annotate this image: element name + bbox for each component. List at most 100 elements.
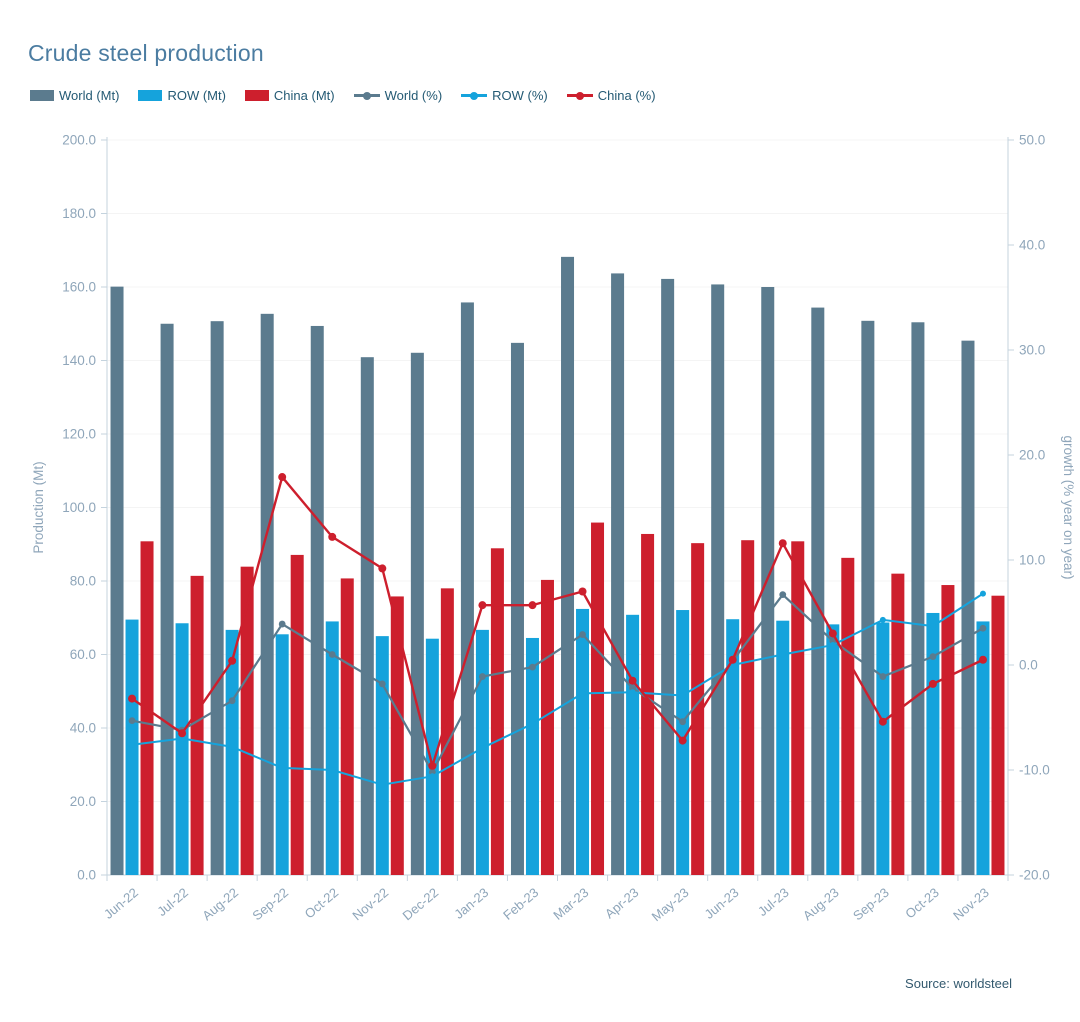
marker-world-oct-22 bbox=[328, 651, 336, 658]
bar-row-mt-jan-23 bbox=[475, 629, 489, 875]
line-swatch-icon bbox=[353, 91, 380, 100]
left-axis-tick-label: 200.0 bbox=[62, 133, 96, 148]
x-axis-category-label: Dec-22 bbox=[400, 885, 442, 923]
marker-china-aug-22 bbox=[228, 656, 237, 665]
bar-world-mt-jan-23 bbox=[460, 302, 474, 875]
legend-label: ROW (Mt) bbox=[167, 88, 226, 103]
marker-row-may-23 bbox=[679, 692, 686, 699]
marker-world-apr-23 bbox=[629, 684, 636, 692]
marker-row-nov-22 bbox=[379, 781, 386, 788]
x-axis-category-label: Oct-23 bbox=[902, 885, 942, 922]
x-axis-category-label: Aug-23 bbox=[800, 885, 842, 923]
left-axis-tick-label: 20.0 bbox=[70, 794, 96, 809]
grid-lines bbox=[107, 139, 1008, 802]
x-axis-category-label: May-23 bbox=[649, 885, 692, 924]
legend-label: China (Mt) bbox=[273, 88, 335, 103]
marker-world-may-23 bbox=[679, 718, 687, 726]
bar-china-mt-jul-22 bbox=[190, 575, 204, 875]
marker-world-mar-23 bbox=[579, 631, 586, 638]
bar-world-mt-sep-22 bbox=[260, 313, 274, 875]
left-axis-tick-label: 160.0 bbox=[62, 280, 96, 295]
bar-swatch-icon bbox=[30, 90, 54, 101]
x-axis-category-label: Nov-22 bbox=[349, 885, 391, 923]
bar-world-mt-may-23 bbox=[661, 278, 675, 875]
left-axis-tick-label: 80.0 bbox=[70, 574, 96, 589]
marker-row-sep-22 bbox=[279, 764, 286, 771]
legend-item-row-mt[interactable]: ROW (Mt) bbox=[138, 88, 226, 103]
bar-china-mt-jul-23 bbox=[791, 541, 805, 875]
bar-china-mt-nov-23 bbox=[991, 595, 1005, 875]
line-series-world bbox=[128, 591, 987, 776]
marker-row-jul-22 bbox=[179, 735, 186, 742]
bar-world-mt-mar-23 bbox=[561, 256, 575, 875]
line-series-row bbox=[129, 590, 986, 788]
legend-item-china[interactable]: China (%) bbox=[566, 88, 656, 103]
bar-china-mt-oct-23 bbox=[941, 585, 955, 875]
bar-row-mt-jul-22 bbox=[175, 623, 189, 875]
bar-row-mt-apr-23 bbox=[626, 614, 640, 875]
bar-china-mt-dec-22 bbox=[440, 588, 454, 875]
bar-china-mt-oct-22 bbox=[340, 578, 354, 875]
marker-row-oct-22 bbox=[329, 767, 336, 773]
marker-china-apr-23 bbox=[628, 676, 637, 685]
marker-china-jun-23 bbox=[728, 655, 737, 664]
x-axis-category-label: Jul-23 bbox=[755, 885, 792, 919]
legend-item-world-mt[interactable]: World (Mt) bbox=[30, 88, 119, 103]
marker-china-mar-23 bbox=[578, 587, 587, 596]
bar-series-china-mt bbox=[140, 522, 1005, 875]
x-axis-category-label: Feb-23 bbox=[500, 885, 541, 923]
marker-row-apr-23 bbox=[629, 689, 636, 696]
source-note: Source: worldsteel bbox=[905, 976, 1012, 991]
legend-label: ROW (%) bbox=[492, 88, 548, 103]
x-axis-category-label: Oct-22 bbox=[302, 885, 342, 922]
bar-china-mt-aug-23 bbox=[841, 557, 855, 875]
bar-world-mt-apr-23 bbox=[611, 273, 625, 876]
marker-world-nov-23 bbox=[979, 624, 987, 632]
marker-row-jan-23 bbox=[479, 744, 486, 751]
bar-series-row-mt bbox=[125, 608, 990, 875]
marker-row-oct-23 bbox=[929, 623, 936, 630]
bar-row-mt-nov-23 bbox=[976, 621, 990, 875]
marker-world-oct-23 bbox=[929, 653, 937, 660]
legend-item-china-mt[interactable]: China (Mt) bbox=[244, 88, 335, 103]
marker-china-nov-23 bbox=[978, 655, 987, 664]
legend-item-world[interactable]: World (%) bbox=[353, 88, 442, 103]
marker-china-may-23 bbox=[678, 736, 687, 745]
bar-china-mt-nov-22 bbox=[390, 596, 404, 875]
bar-world-mt-jun-22 bbox=[110, 286, 124, 875]
marker-world-nov-22 bbox=[378, 680, 386, 688]
bar-row-mt-dec-22 bbox=[425, 638, 439, 875]
x-axis-category-label: Jun-23 bbox=[702, 885, 742, 922]
x-axis-category-label: Jan-23 bbox=[451, 885, 491, 922]
marker-row-aug-22 bbox=[229, 743, 236, 750]
marker-row-feb-23 bbox=[529, 720, 536, 727]
marker-row-mar-23 bbox=[579, 690, 586, 697]
bar-row-mt-feb-23 bbox=[525, 637, 539, 875]
right-axis-tick-label: 10.0 bbox=[1019, 553, 1045, 568]
x-axis-category-label: Jun-22 bbox=[101, 885, 141, 922]
bar-row-mt-jun-23 bbox=[726, 619, 740, 875]
marker-world-feb-23 bbox=[529, 663, 536, 671]
left-axis-tick-label: 100.0 bbox=[62, 500, 96, 515]
x-axis-category-label: Sep-23 bbox=[850, 885, 892, 923]
marker-row-sep-23 bbox=[879, 616, 886, 623]
marker-row-jul-23 bbox=[779, 651, 786, 658]
x-axis-category-label: Aug-22 bbox=[199, 885, 241, 923]
bar-china-mt-sep-22 bbox=[290, 554, 304, 875]
legend-label: China (%) bbox=[597, 88, 656, 103]
x-axis-category-label: Apr-23 bbox=[602, 885, 642, 922]
left-axis-title: Production (Mt) bbox=[31, 461, 46, 553]
x-axis-category-label: Sep-22 bbox=[249, 885, 291, 923]
marker-world-aug-22 bbox=[228, 697, 236, 705]
left-axis-tick-label: 180.0 bbox=[62, 206, 96, 221]
left-axis-tick-label: 120.0 bbox=[62, 427, 96, 442]
x-axis-category-label: Mar-23 bbox=[550, 885, 591, 923]
marker-world-jul-23 bbox=[779, 591, 787, 599]
marker-row-nov-23 bbox=[979, 590, 986, 597]
legend-item-row[interactable]: ROW (%) bbox=[461, 88, 548, 103]
bar-china-mt-mar-23 bbox=[591, 522, 605, 875]
left-axis-tick-label: 140.0 bbox=[62, 353, 96, 368]
bar-world-mt-oct-22 bbox=[310, 325, 324, 876]
line-swatch-icon bbox=[566, 91, 593, 100]
